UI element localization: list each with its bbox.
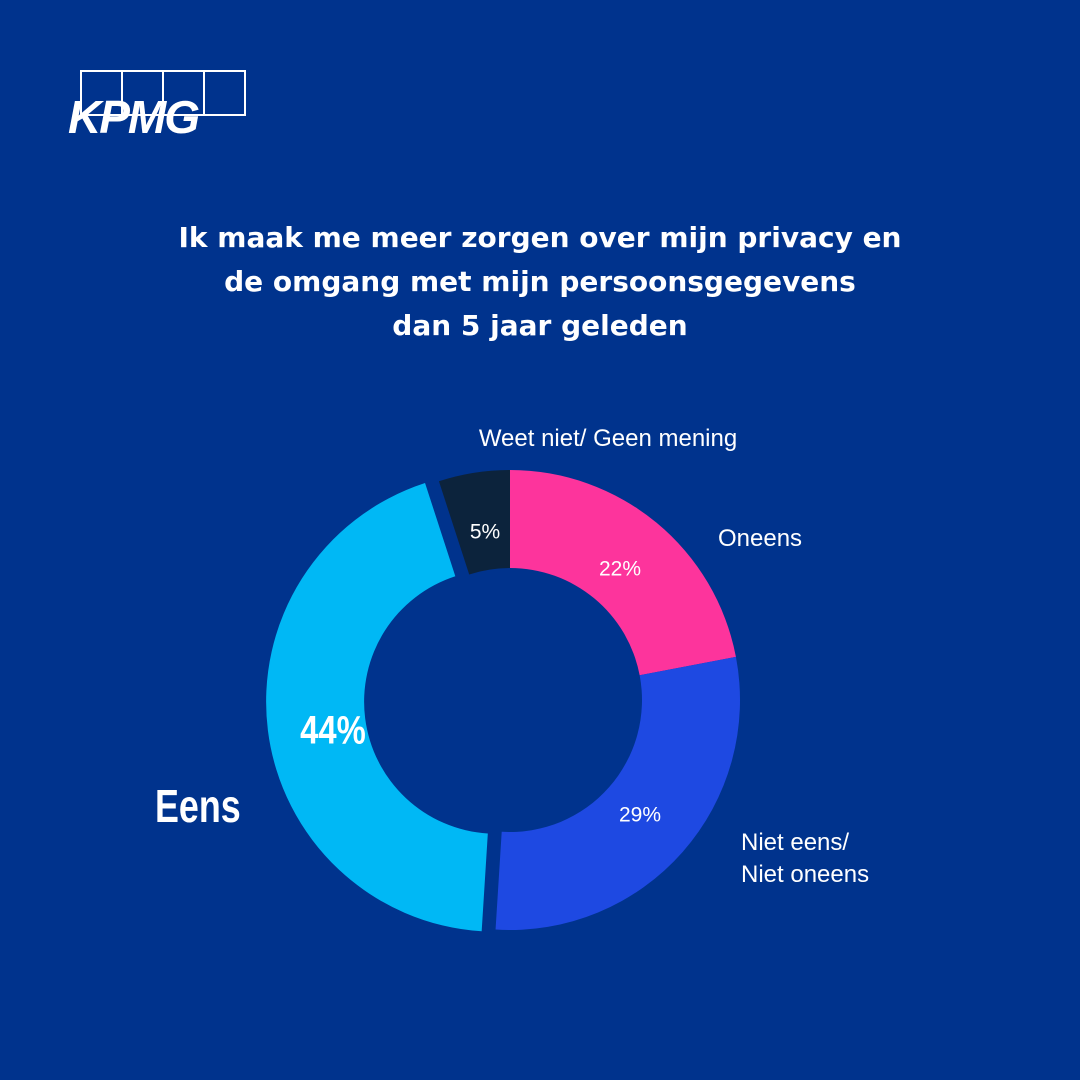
- slice-value-label-4: 5%: [470, 521, 500, 544]
- logo-boxes: [80, 70, 246, 116]
- slice-1: [510, 470, 736, 676]
- slice-value-label-1: 22%: [599, 558, 641, 581]
- slice-4: [438, 470, 510, 575]
- slice-category-label-2: Niet eens/Niet oneens: [741, 829, 869, 888]
- slice-value-label-3: 44%: [300, 707, 366, 752]
- slice-category-label-4: Weet niet/ Geen mening: [479, 425, 737, 452]
- slice-2: [495, 656, 741, 930]
- slice-category-label-1: Oneens: [718, 525, 802, 552]
- title-line-3: dan 5 jaar geleden: [392, 309, 688, 342]
- logo-text: KPMG: [68, 91, 200, 143]
- slice-3: [266, 483, 488, 932]
- chart-title: Ik maak me meer zorgen over mijn privacy…: [90, 216, 990, 348]
- kpmg-logo: KPMG: [68, 68, 248, 143]
- slice-value-label-2: 29%: [619, 804, 661, 827]
- title-line-2: de omgang met mijn persoonsgegevens: [224, 265, 856, 298]
- slice-category-label-3: Eens: [155, 781, 241, 832]
- title-line-1: Ik maak me meer zorgen over mijn privacy…: [178, 221, 902, 254]
